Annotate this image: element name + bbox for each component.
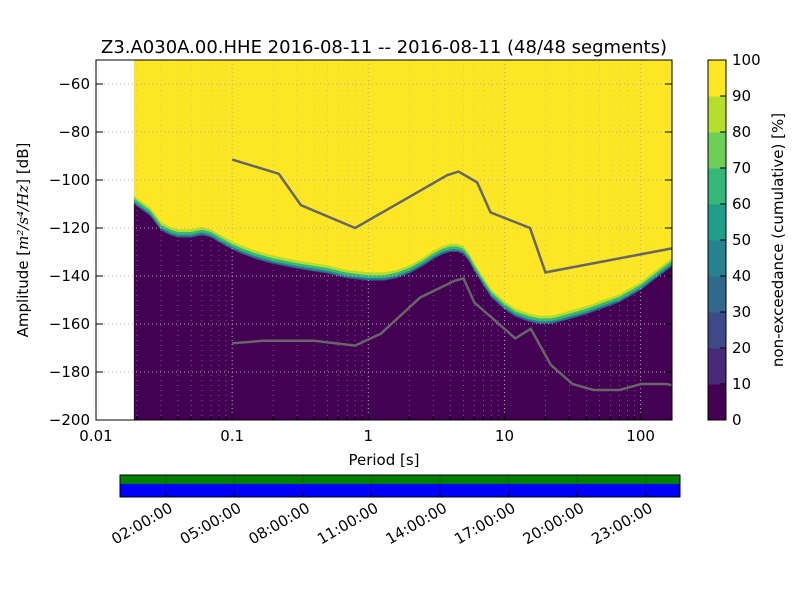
colorbar-label: non-exceedance (cumulative) [%]: [769, 113, 787, 367]
timeline-tick-label: 02:00:00: [108, 499, 175, 548]
timeline-tick-label: 17:00:00: [451, 499, 518, 548]
low-noise-model-line: [232, 276, 673, 392]
colorbar-tick-label: 40: [732, 267, 751, 285]
axes: 0.01 0.1 1 10 100 −200 −180 −160 −140 −120 −100 −80…: [49, 75, 672, 445]
y-tick-label: −200: [49, 411, 90, 429]
colorbar-segment: [708, 96, 726, 133]
coverage-bar-bottom: [120, 484, 680, 497]
colorbar-segment: [708, 204, 726, 241]
noise-models: [231, 158, 673, 392]
x-tick-label: 10: [495, 427, 514, 445]
colorbar-tick-label: 30: [732, 303, 751, 321]
y-axis-label: Amplitude [m²/s⁴/Hz] [dB]: [14, 143, 32, 338]
colorbar: 0 10 20 30 40 50 60 70 80 90 100: [707, 51, 761, 429]
timeline-tick-label: 08:00:00: [246, 499, 313, 548]
colorbar-tick-label: 90: [732, 87, 751, 105]
x-tick-label: 0.01: [79, 427, 112, 445]
colorbar-segment: [708, 312, 726, 349]
grid: [96, 60, 672, 420]
colorbar-tick-label: 50: [732, 231, 751, 249]
chart-title: Z3.A030A.00.HHE 2016-08-11 -- 2016-08-11…: [101, 37, 667, 58]
timeline-tick-label: 23:00:00: [588, 499, 655, 548]
colorbar-segment: [708, 60, 726, 97]
timeline-tick-label: 05:00:00: [177, 499, 244, 548]
timeline-tick-label: 14:00:00: [383, 499, 450, 548]
y-axis-label-suffix: ] [dB]: [14, 143, 32, 185]
plot-frame: [95, 59, 673, 421]
colorbar-tick-label: 70: [732, 159, 751, 177]
coverage-bar-top: [120, 475, 680, 484]
colorbar-segment: [708, 240, 726, 277]
colorbar-segment: [708, 132, 726, 169]
y-axis-label-prefix: Amplitude [: [14, 250, 32, 338]
y-tick-label: −60: [58, 75, 90, 93]
y-tick-label: −80: [58, 123, 90, 141]
colorbar-segment: [708, 348, 726, 385]
y-tick-label: −100: [49, 171, 90, 189]
y-tick-label: −140: [49, 267, 90, 285]
x-tick-label: 100: [626, 427, 655, 445]
psd-heatmap: [133, 60, 672, 420]
data-coverage-timeline: 02:00:00 05:00:00 08:00:00 11:00:00 14:00:00…: [108, 474, 681, 548]
x-axis-label: Period [s]: [348, 451, 419, 469]
colorbar-tick-label: 20: [732, 339, 751, 357]
y-tick-label: −180: [49, 363, 90, 381]
y-tick-label: −160: [49, 315, 90, 333]
y-tick-label: −120: [49, 219, 90, 237]
timeline-frame: [119, 474, 681, 498]
timeline-tick-label: 11:00:00: [314, 499, 381, 548]
x-tick-label: 1: [364, 427, 374, 445]
timeline-tick-label: 20:00:00: [520, 499, 587, 548]
colorbar-tick-label: 80: [732, 123, 751, 141]
colorbar-tick-label: 60: [732, 195, 751, 213]
x-tick-label: 0.1: [220, 427, 244, 445]
colorbar-tick-label: 0: [732, 411, 742, 429]
colorbar-tick-label: 100: [732, 51, 761, 69]
y-axis-label-unit: m²/s⁴/Hz: [14, 185, 32, 250]
colorbar-segment: [708, 168, 726, 205]
colorbar-segment: [708, 384, 726, 421]
colorbar-tick-label: 10: [732, 375, 751, 393]
high-noise-model-line: [231, 158, 673, 274]
colorbar-segment: [708, 276, 726, 313]
